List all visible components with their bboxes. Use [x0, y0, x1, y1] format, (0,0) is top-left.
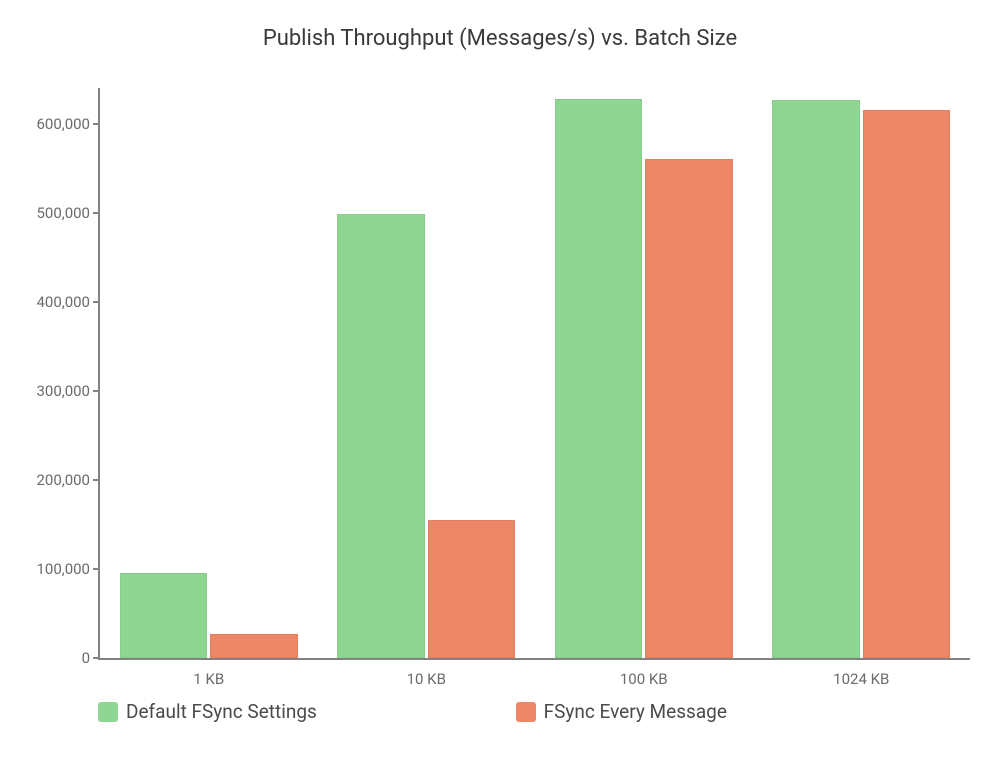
y-tick-label: 300,000	[36, 382, 100, 400]
legend-label: FSync Every Message	[544, 700, 727, 723]
bar	[210, 634, 298, 658]
legend-swatch	[98, 702, 118, 722]
y-tick-mark	[93, 390, 98, 392]
x-tick-label: 100 KB	[620, 658, 668, 688]
x-tick-label: 1024 KB	[833, 658, 889, 688]
y-tick-label: 600,000	[36, 115, 100, 133]
bar	[120, 573, 208, 658]
legend-swatch	[516, 702, 536, 722]
bar	[428, 520, 516, 658]
y-tick-label: 400,000	[36, 293, 100, 311]
y-tick-mark	[93, 657, 98, 659]
bar	[645, 159, 733, 658]
chart-container: Publish Throughput (Messages/s) vs. Batc…	[0, 0, 1000, 765]
bar	[555, 99, 643, 658]
chart-title: Publish Throughput (Messages/s) vs. Batc…	[0, 26, 1000, 51]
legend-item: Default FSync Settings	[98, 700, 516, 723]
y-tick-label: 500,000	[36, 204, 100, 222]
x-tick-label: 10 KB	[407, 658, 446, 688]
y-tick-mark	[93, 568, 98, 570]
bar	[863, 110, 951, 658]
y-tick-mark	[93, 212, 98, 214]
legend-label: Default FSync Settings	[126, 700, 317, 723]
y-tick-mark	[93, 301, 98, 303]
legend-item: FSync Every Message	[516, 700, 727, 723]
plot-area: 0100,000200,000300,000400,000500,000600,…	[98, 88, 970, 660]
y-tick-mark	[93, 123, 98, 125]
legend: Default FSync Settings FSync Every Messag…	[98, 700, 968, 723]
y-tick-label: 100,000	[36, 560, 100, 578]
y-tick-label: 200,000	[36, 471, 100, 489]
x-tick-label: 1 KB	[193, 658, 224, 688]
bar	[337, 214, 425, 658]
y-tick-mark	[93, 479, 98, 481]
bar	[772, 100, 860, 658]
